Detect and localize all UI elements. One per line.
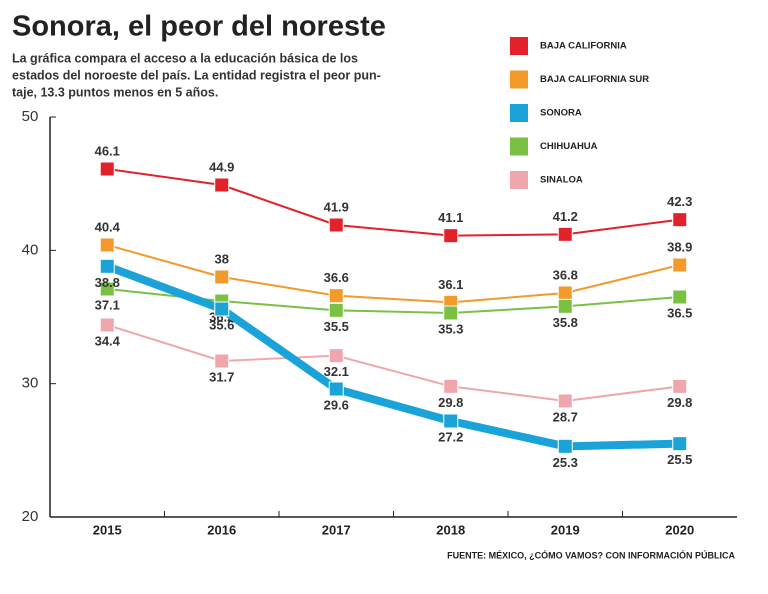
marker xyxy=(99,258,115,274)
marker xyxy=(99,161,115,177)
marker xyxy=(328,348,344,364)
x-tick-label: 2019 xyxy=(551,522,580,537)
marker xyxy=(557,438,573,454)
legend-swatch xyxy=(510,70,528,89)
x-tick-label: 2015 xyxy=(93,522,122,537)
data-label: 28.7 xyxy=(553,409,578,424)
data-label: 36.5 xyxy=(667,305,692,320)
data-label: 27.2 xyxy=(438,429,463,444)
data-label: 37.1 xyxy=(95,297,120,312)
subtitle: La gráfica compara el acceso a la educac… xyxy=(12,51,358,65)
marker xyxy=(214,353,230,369)
legend-label: BAJA CALIFORNIA xyxy=(540,41,627,52)
marker xyxy=(672,212,688,228)
marker xyxy=(214,177,230,193)
data-label: 35.6 xyxy=(209,317,234,332)
data-label: 41.9 xyxy=(324,199,349,214)
data-label: 42.3 xyxy=(667,194,692,209)
data-label: 38.8 xyxy=(95,275,120,290)
x-tick-label: 2016 xyxy=(207,522,236,537)
y-tick-label: 30 xyxy=(22,375,39,392)
data-label: 29.6 xyxy=(324,397,349,412)
marker xyxy=(99,317,115,333)
source: FUENTE: MÉXICO, ¿CÓMO VAMOS? CON INFORMA… xyxy=(447,549,735,560)
data-label: 25.3 xyxy=(553,455,578,470)
x-tick-label: 2017 xyxy=(322,522,351,537)
marker xyxy=(328,217,344,233)
subtitle: taje, 13.3 puntos menos en 5 años. xyxy=(12,85,218,99)
marker xyxy=(214,269,230,285)
data-label: 40.4 xyxy=(95,219,121,234)
marker xyxy=(99,281,115,297)
series-line xyxy=(106,324,680,402)
legend-swatch xyxy=(510,104,528,122)
data-label: 41.1 xyxy=(438,210,463,225)
x-tick-label: 2020 xyxy=(665,522,694,537)
chart-title: Sonora, el peor del noreste xyxy=(12,11,386,43)
data-label: 44.9 xyxy=(209,159,234,174)
data-label: 29.8 xyxy=(667,395,692,410)
data-label: 35.8 xyxy=(553,315,578,330)
legend-swatch xyxy=(510,171,528,189)
subtitle: estados del noroeste del país. La entida… xyxy=(12,68,381,82)
data-label: 38.9 xyxy=(667,239,692,254)
marker xyxy=(672,289,688,305)
marker xyxy=(99,237,115,253)
legend-label: CHIHUAHUA xyxy=(540,141,598,152)
legend-swatch xyxy=(510,37,528,55)
x-tick-label: 2018 xyxy=(436,522,465,537)
marker xyxy=(328,302,344,318)
data-label: 29.8 xyxy=(438,395,463,410)
data-label: 31.7 xyxy=(209,369,234,384)
marker xyxy=(328,288,344,304)
data-label: 25.5 xyxy=(667,452,692,467)
y-tick-label: 50 xyxy=(22,108,39,125)
data-label: 35.3 xyxy=(438,321,463,336)
data-label: 41.2 xyxy=(553,209,578,224)
y-tick-label: 20 xyxy=(22,508,39,525)
series-line xyxy=(106,244,680,304)
marker xyxy=(557,226,573,242)
data-label: 38 xyxy=(215,251,229,266)
marker xyxy=(443,413,459,429)
marker xyxy=(443,305,459,321)
marker xyxy=(557,298,573,314)
data-label: 32.1 xyxy=(324,364,349,379)
marker xyxy=(672,436,688,452)
marker xyxy=(328,381,344,397)
legend-label: SINALOA xyxy=(540,175,583,186)
y-tick-label: 40 xyxy=(22,241,39,258)
legend-label: SONORA xyxy=(540,108,582,119)
legend-label: BAJA CALIFORNIA SUR xyxy=(540,74,649,85)
marker xyxy=(557,285,573,301)
legend-swatch xyxy=(510,137,528,156)
marker xyxy=(672,257,688,273)
marker xyxy=(443,378,459,394)
series-line xyxy=(107,168,680,237)
data-label: 35.5 xyxy=(324,319,349,334)
data-label: 36.1 xyxy=(438,277,463,292)
data-label: 34.4 xyxy=(95,333,121,348)
marker xyxy=(557,393,573,409)
marker xyxy=(214,301,230,317)
marker xyxy=(443,228,459,244)
data-label: 36.6 xyxy=(324,270,349,285)
data-label: 46.1 xyxy=(95,143,120,158)
series-line xyxy=(105,262,680,451)
marker xyxy=(672,378,688,394)
data-label: 36.8 xyxy=(553,267,578,282)
